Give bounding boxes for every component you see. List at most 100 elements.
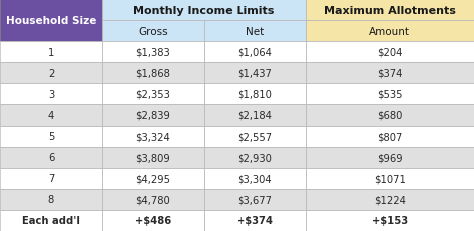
Bar xyxy=(204,126,306,147)
Bar xyxy=(306,63,474,84)
Text: $2,353: $2,353 xyxy=(136,90,170,100)
Text: $1,810: $1,810 xyxy=(237,90,272,100)
Bar xyxy=(102,21,204,42)
Bar xyxy=(102,168,204,189)
Bar xyxy=(0,126,102,147)
Bar xyxy=(306,168,474,189)
Bar xyxy=(102,0,306,21)
Text: 8: 8 xyxy=(48,195,54,204)
Bar xyxy=(0,147,102,168)
Bar xyxy=(102,21,204,42)
Text: $374: $374 xyxy=(377,69,402,79)
Bar xyxy=(306,126,474,147)
Bar xyxy=(306,42,474,63)
Bar xyxy=(306,42,474,63)
Text: $2,557: $2,557 xyxy=(237,131,273,141)
Text: $2,184: $2,184 xyxy=(237,110,272,121)
Text: +$486: +$486 xyxy=(135,216,171,225)
Bar xyxy=(0,84,102,105)
Bar xyxy=(204,168,306,189)
Text: $535: $535 xyxy=(377,90,402,100)
Text: Household Size: Household Size xyxy=(6,16,96,26)
Bar xyxy=(0,147,102,168)
Bar xyxy=(0,105,102,126)
Bar xyxy=(306,210,474,231)
Bar xyxy=(306,105,474,126)
Bar xyxy=(204,42,306,63)
Text: 2: 2 xyxy=(48,69,54,79)
Bar xyxy=(0,189,102,210)
Bar xyxy=(0,0,102,42)
Text: 7: 7 xyxy=(48,173,54,183)
Bar xyxy=(306,126,474,147)
Text: $1224: $1224 xyxy=(374,195,406,204)
Bar xyxy=(204,63,306,84)
Bar xyxy=(306,210,474,231)
Bar xyxy=(0,189,102,210)
Bar xyxy=(102,42,204,63)
Bar xyxy=(0,0,102,42)
Text: +$374: +$374 xyxy=(237,216,273,225)
Text: +$153: +$153 xyxy=(372,216,408,225)
Text: Gross: Gross xyxy=(138,27,168,36)
Bar xyxy=(102,168,204,189)
Text: 6: 6 xyxy=(48,152,54,162)
Bar xyxy=(0,63,102,84)
Bar xyxy=(306,0,474,21)
Bar xyxy=(204,105,306,126)
Bar xyxy=(306,63,474,84)
Bar xyxy=(204,147,306,168)
Text: Amount: Amount xyxy=(369,27,410,36)
Text: $1071: $1071 xyxy=(374,173,406,183)
Bar xyxy=(102,105,204,126)
Bar xyxy=(0,42,102,63)
Bar xyxy=(0,168,102,189)
Bar xyxy=(0,168,102,189)
Bar xyxy=(0,84,102,105)
Text: Monthly Income Limits: Monthly Income Limits xyxy=(133,6,274,15)
Bar xyxy=(102,189,204,210)
Bar xyxy=(306,21,474,42)
Bar xyxy=(0,126,102,147)
Text: $1,383: $1,383 xyxy=(136,48,170,58)
Bar xyxy=(204,168,306,189)
Bar xyxy=(204,105,306,126)
Bar xyxy=(204,63,306,84)
Bar xyxy=(204,21,306,42)
Bar xyxy=(102,84,204,105)
Bar xyxy=(204,189,306,210)
Text: Net: Net xyxy=(246,27,264,36)
Bar xyxy=(204,147,306,168)
Bar xyxy=(102,63,204,84)
Bar xyxy=(102,105,204,126)
Text: $969: $969 xyxy=(377,152,403,162)
Bar xyxy=(204,84,306,105)
Bar xyxy=(102,126,204,147)
Bar xyxy=(204,21,306,42)
Text: $2,930: $2,930 xyxy=(237,152,272,162)
Text: Maximum Allotments: Maximum Allotments xyxy=(324,6,456,15)
Text: $204: $204 xyxy=(377,48,402,58)
Text: 1: 1 xyxy=(48,48,54,58)
Bar xyxy=(102,189,204,210)
Bar xyxy=(102,147,204,168)
Bar xyxy=(306,147,474,168)
Text: $2,839: $2,839 xyxy=(136,110,170,121)
Bar xyxy=(102,126,204,147)
Bar xyxy=(204,126,306,147)
Text: $3,304: $3,304 xyxy=(237,173,272,183)
Text: $3,809: $3,809 xyxy=(136,152,170,162)
Text: $3,677: $3,677 xyxy=(237,195,272,204)
Bar xyxy=(204,210,306,231)
Bar xyxy=(306,189,474,210)
Text: 4: 4 xyxy=(48,110,54,121)
Bar xyxy=(204,210,306,231)
Bar xyxy=(306,147,474,168)
Bar xyxy=(0,63,102,84)
Text: $1,064: $1,064 xyxy=(237,48,272,58)
Bar xyxy=(0,42,102,63)
Bar xyxy=(0,210,102,231)
Bar xyxy=(204,42,306,63)
Text: Each add'l: Each add'l xyxy=(22,216,80,225)
Bar xyxy=(102,147,204,168)
